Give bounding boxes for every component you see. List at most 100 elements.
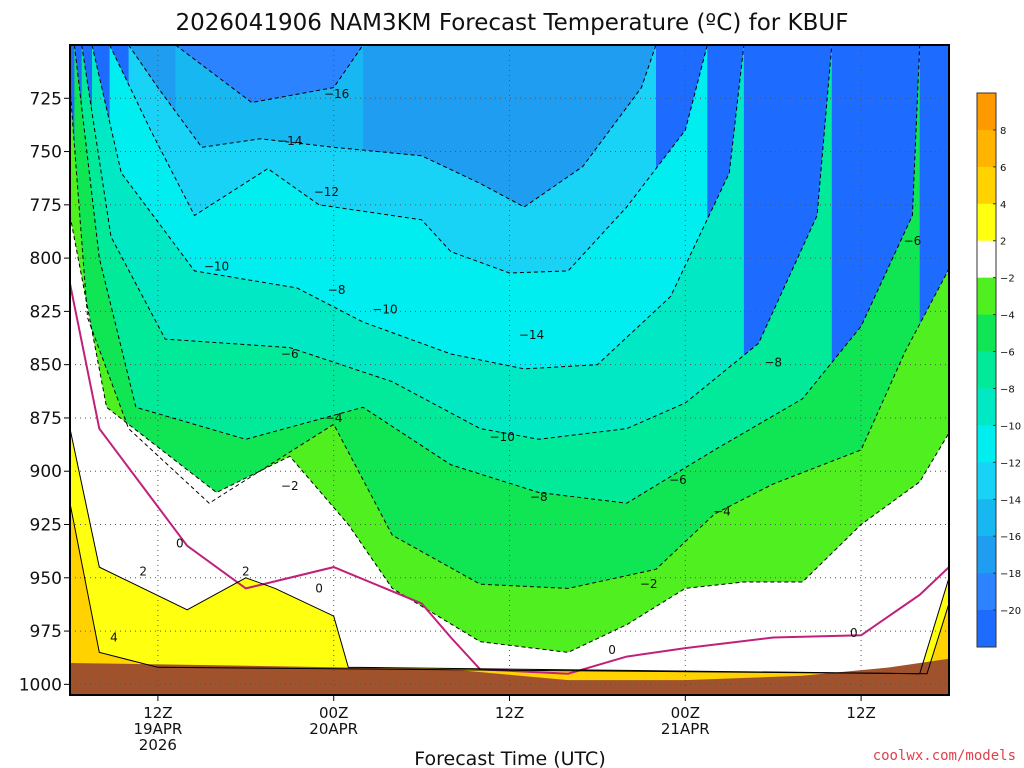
isotherm-line	[73, 45, 921, 504]
y-tick-label: 850	[30, 356, 62, 376]
gridlines	[70, 45, 949, 695]
contour-label: 2	[139, 564, 147, 578]
isotherm-line	[70, 215, 949, 653]
x-tick-label: 12Z	[846, 704, 875, 722]
colorbar-label: 4	[1000, 200, 1006, 211]
y-tick-label: 925	[30, 516, 62, 536]
colorbar-label: −18	[1000, 569, 1021, 580]
colorbar-label: −4	[1000, 311, 1015, 322]
contour-label: −12	[314, 185, 339, 199]
contour-label: −8	[764, 356, 782, 370]
x-tick-label: 00Z	[671, 704, 700, 722]
band-fill-2Cisotherm	[70, 428, 949, 695]
colorbar-swatch	[977, 573, 996, 611]
colorbar-swatch	[977, 129, 996, 168]
colorbar-label: −16	[1000, 532, 1021, 543]
colorbar-swatch	[977, 610, 996, 648]
y-tick-label: 750	[30, 143, 62, 163]
y-tick-label: 900	[30, 462, 62, 482]
y-tick-label: 975	[30, 622, 62, 642]
contour-label: −6	[669, 473, 687, 487]
contour-labels: −16 −14 −12 −10 −8 −10 −6 −14 −8 −6 −4 −10 −2 −8 −6 −4 −…	[110, 87, 922, 657]
x-tick-label: 19APR	[133, 720, 182, 738]
y-tick-label: 875	[30, 409, 62, 429]
contour-label: −8	[530, 490, 548, 504]
contour-label: 4	[110, 630, 118, 644]
colorbar-label: 8	[1000, 126, 1006, 137]
colorbar-swatch	[977, 240, 996, 279]
colorbar-swatch	[977, 203, 996, 242]
band-fill-minus20	[175, 45, 363, 103]
colorbar-label: −10	[1000, 421, 1021, 432]
surface-terrain	[70, 658, 949, 695]
contour-label: −10	[204, 260, 229, 274]
credit-link[interactable]: coolwx.com/models	[873, 748, 1016, 764]
contour-label: −10	[490, 430, 515, 444]
contour-label: −10	[372, 302, 397, 316]
colorbar-swatch	[977, 277, 996, 316]
isotherm-line	[81, 45, 833, 440]
contour-label: 0	[176, 537, 184, 551]
colorbar-swatch	[977, 314, 996, 353]
colorbar-swatch	[977, 425, 996, 463]
contour-label: −2	[281, 479, 299, 493]
isotherm-line	[109, 45, 708, 274]
y-tick-label: 775	[30, 196, 62, 216]
colorbar-label: −2	[1000, 274, 1015, 285]
contour-label: −14	[277, 134, 302, 148]
contour-label: 0	[315, 581, 323, 595]
y-tick-label: 950	[30, 569, 62, 589]
colorbar-label: −6	[1000, 348, 1015, 359]
x-tick-label: 12Z	[495, 704, 524, 722]
colorbar-label: 6	[1000, 163, 1006, 174]
contour-label: 0	[850, 626, 858, 640]
colorbar-swatch	[977, 462, 996, 500]
isotherm-line	[70, 503, 949, 675]
chart-title: 2026041906 NAM3KM Forecast Temperature (…	[176, 10, 849, 36]
x-tick-label: 21APR	[661, 720, 710, 738]
isotherm-line	[70, 283, 949, 675]
contour-label: −6	[904, 234, 922, 248]
contour-label: −4	[713, 505, 731, 519]
x-tick-label: 2026	[139, 736, 177, 754]
isotherm-line	[128, 45, 657, 208]
contour-label: −16	[324, 87, 349, 101]
colorbar-swatch	[977, 166, 996, 205]
x-tick-label: 00Z	[319, 704, 348, 722]
colorbar-label: −8	[1000, 384, 1015, 395]
colorbar-frame	[976, 92, 997, 648]
colorbar-swatch	[977, 499, 996, 537]
y-tick-label: 725	[30, 89, 62, 109]
colorbar-swatch	[977, 388, 996, 426]
colorbar-swatch	[977, 93, 996, 131]
y-tick-label: 800	[30, 249, 62, 269]
y-tick-label: 825	[30, 302, 62, 322]
x-axis-label: Forecast Time (UTC)	[414, 748, 605, 768]
isotherm-line	[175, 45, 364, 104]
isotherm-line	[70, 87, 949, 589]
contour-fills	[70, 45, 949, 695]
contour-label: −8	[328, 283, 346, 297]
contour-label: 0	[608, 643, 616, 657]
y-axis: 725 750 775 800 825 850 875 900 925 950 975 1000	[19, 89, 70, 695]
colorbar: 8 6 4 2 −2 −4 −6 −8 −10 −12 −14 −16 −18 −20	[976, 92, 1021, 648]
contour-label: −2	[640, 577, 658, 591]
contour-label: 2	[242, 564, 250, 578]
colorbar-label: −14	[1000, 495, 1021, 506]
y-tick-label: 1000	[19, 675, 62, 695]
colorbar-swatch	[977, 536, 996, 574]
x-tick-label: 20APR	[309, 720, 358, 738]
colorbar-label: −12	[1000, 458, 1021, 469]
contour-label: −6	[281, 347, 299, 361]
x-tick-label: 12Z	[143, 704, 172, 722]
contour-label: −14	[519, 328, 544, 342]
colorbar-label: 2	[1000, 237, 1006, 248]
colorbar-swatch	[977, 351, 996, 389]
isotherm-lines	[70, 45, 949, 675]
band-fill--2Cisotherm	[70, 215, 949, 695]
contour-label: −4	[325, 411, 343, 425]
isotherm-line	[91, 45, 745, 370]
colorbar-label: −20	[1000, 606, 1021, 617]
